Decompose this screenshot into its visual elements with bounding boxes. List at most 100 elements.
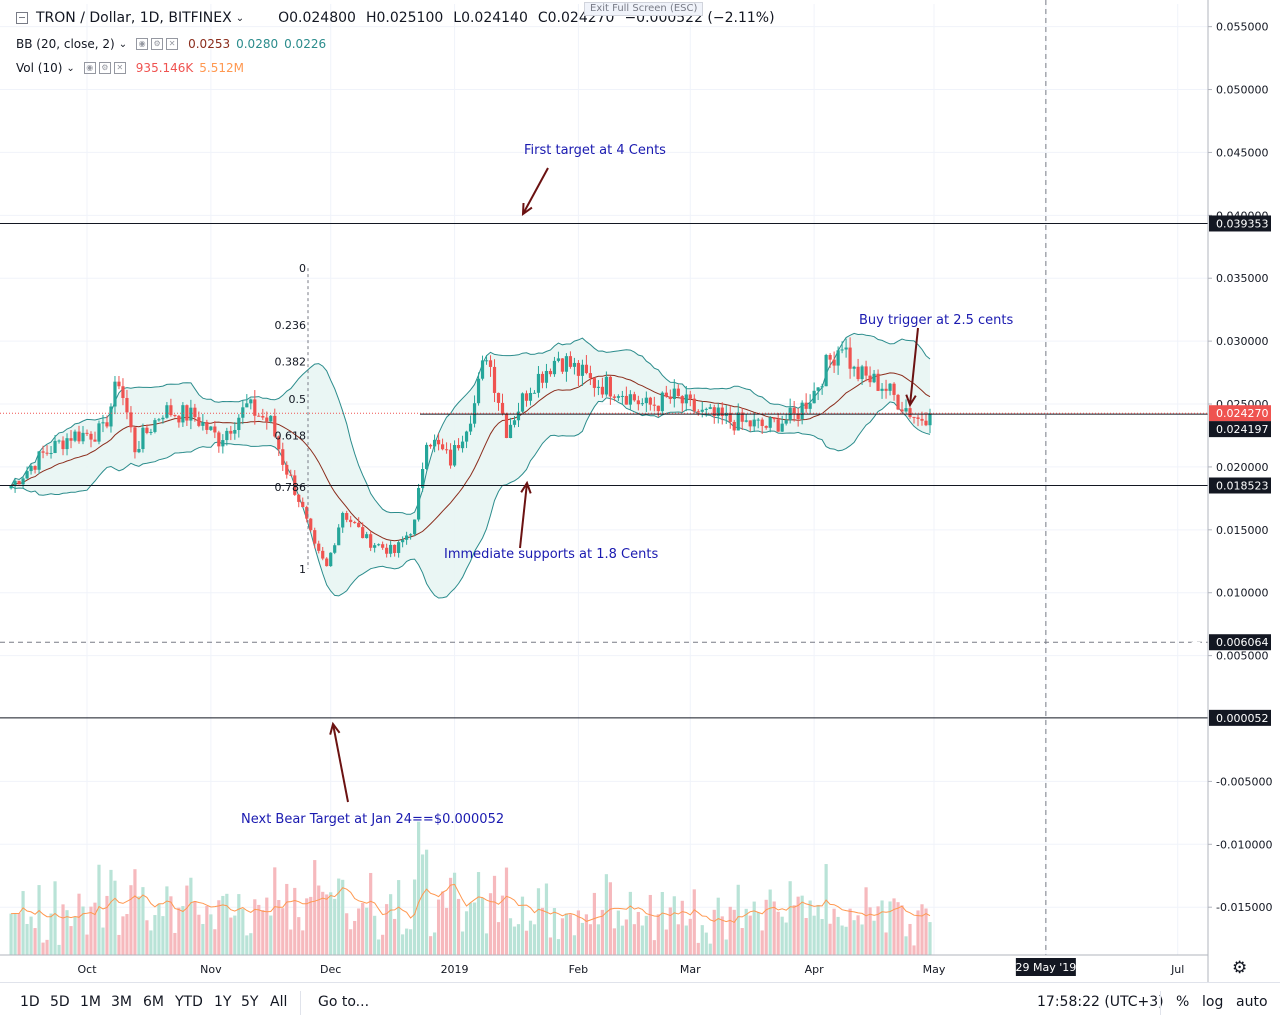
volume-bar xyxy=(768,889,772,955)
gear-icon[interactable]: ⚙ xyxy=(98,62,111,74)
candle-body xyxy=(65,438,69,450)
candle-body xyxy=(389,544,393,554)
annotation-arrow[interactable] xyxy=(519,482,528,549)
auto-scale-toggle[interactable]: auto xyxy=(1236,994,1268,1010)
chevron-down-icon[interactable]: ⌄ xyxy=(235,12,245,24)
candle-body xyxy=(213,426,217,433)
volume-bar xyxy=(516,924,521,955)
volume-bar xyxy=(137,896,141,955)
chevron-down-icon[interactable]: ⌄ xyxy=(66,62,75,74)
volume-bar xyxy=(760,930,764,955)
volume-bar xyxy=(125,914,129,955)
volume-bar xyxy=(249,933,253,955)
eye-icon[interactable]: ◉ xyxy=(83,62,96,74)
x-axis-tick-label: May xyxy=(923,963,946,976)
volume-bar xyxy=(584,914,589,955)
chart-annotation[interactable]: Next Bear Target at Jan 24==$0.000052 xyxy=(241,812,504,827)
candle-body xyxy=(736,412,740,431)
gear-icon[interactable]: ⚙ xyxy=(151,38,164,50)
candle-body xyxy=(269,415,273,422)
volume-bar xyxy=(361,902,365,955)
volume-bar xyxy=(592,892,596,955)
log-scale-toggle[interactable]: log xyxy=(1202,994,1224,1010)
volume-bar xyxy=(309,896,313,955)
volume-bar xyxy=(864,887,868,955)
candle-body xyxy=(900,409,904,412)
chart-annotation[interactable]: First target at 4 Cents xyxy=(524,143,666,158)
price-marker-label: 0.024197 xyxy=(1216,423,1269,436)
volume-bar xyxy=(401,934,405,955)
volume-bar xyxy=(417,821,421,955)
timeframe-1m[interactable]: 1M xyxy=(80,994,101,1010)
volume-bar xyxy=(716,897,720,955)
volume-bar xyxy=(357,908,361,955)
goto-date-button[interactable]: Go to... xyxy=(318,994,370,1010)
y-axis-tick-label: 0.005000 xyxy=(1216,650,1269,663)
chart-annotation[interactable]: Immediate supports at 1.8 Cents xyxy=(444,547,658,562)
close-icon[interactable]: ✕ xyxy=(166,38,179,50)
y-axis-tick-label: 0.010000 xyxy=(1216,587,1269,600)
timeframe-5d[interactable]: 5D xyxy=(50,994,70,1010)
volume-bar xyxy=(436,899,441,955)
candle-body xyxy=(848,347,852,369)
annotation-arrow[interactable] xyxy=(522,167,549,215)
candle-body xyxy=(716,407,720,416)
chart-annotation[interactable]: Buy trigger at 2.5 cents xyxy=(859,313,1014,328)
volume-bar xyxy=(576,910,581,955)
ohlc-open: O0.024800 xyxy=(278,10,356,26)
timeframe-1d[interactable]: 1D xyxy=(20,994,40,1010)
volume-bar xyxy=(616,910,620,955)
candle-body xyxy=(800,402,804,420)
timeframe-all[interactable]: All xyxy=(270,994,288,1010)
candle-body xyxy=(916,417,920,419)
clock-timezone[interactable]: 17:58:22 (UTC+3) xyxy=(1037,994,1164,1010)
timeframe-3m[interactable]: 3M xyxy=(111,994,132,1010)
volume-bar xyxy=(648,894,652,955)
candle-body xyxy=(357,522,361,528)
bb-indicator-label[interactable]: BB (20, close, 2) xyxy=(16,37,115,51)
volume-bar xyxy=(612,928,616,955)
candle-body xyxy=(784,420,788,424)
volume-bar xyxy=(728,906,732,955)
annotation-arrow[interactable] xyxy=(909,327,919,406)
close-icon[interactable]: ✕ xyxy=(113,62,126,74)
candle-body xyxy=(365,534,369,539)
timeframe-6m[interactable]: 6M xyxy=(143,994,164,1010)
candle-body xyxy=(13,480,17,486)
volume-bar xyxy=(273,867,277,955)
candle-body xyxy=(824,354,828,387)
annotation-arrow[interactable] xyxy=(332,723,349,803)
exit-fullscreen-button[interactable]: Exit Full Screen (ESC) xyxy=(584,2,704,16)
candle-body xyxy=(277,436,281,450)
volume-bar xyxy=(109,869,113,955)
chart-settings-gear-icon[interactable]: ⚙ xyxy=(1232,958,1248,978)
volume-bar xyxy=(85,934,89,955)
eye-icon[interactable]: ◉ xyxy=(136,38,149,50)
candle-body xyxy=(820,386,824,388)
chevron-down-icon[interactable]: ⌄ xyxy=(118,38,128,50)
timeframe-ytd[interactable]: YTD xyxy=(175,994,203,1010)
symbol-title[interactable]: TRON / Dollar, 1D, BITFINEX xyxy=(36,10,232,26)
bollinger-lower-band xyxy=(10,397,931,599)
candle-body xyxy=(540,373,545,383)
volume-bar xyxy=(197,914,201,955)
percent-scale-toggle[interactable]: % xyxy=(1176,994,1190,1010)
volume-indicator-label[interactable]: Vol (10) xyxy=(16,61,63,75)
volume-bar xyxy=(644,915,648,955)
volume-bar xyxy=(564,913,569,955)
candle-body xyxy=(393,544,397,553)
candle-body xyxy=(229,430,233,434)
volume-bar xyxy=(89,906,93,955)
volume-bar xyxy=(33,928,37,955)
candle-body xyxy=(25,471,29,479)
crosshair-plus-icon[interactable]: + xyxy=(1190,635,1202,651)
candle-body xyxy=(512,420,517,425)
volume-bar xyxy=(680,900,684,955)
volume-bar xyxy=(524,930,529,955)
collapse-legend-icon[interactable] xyxy=(16,12,28,24)
timeframe-5y[interactable]: 5Y xyxy=(241,994,259,1010)
y-axis-tick-label: 0.050000 xyxy=(1216,84,1269,97)
timeframe-1y[interactable]: 1Y xyxy=(214,994,232,1010)
candle-body xyxy=(297,494,301,502)
